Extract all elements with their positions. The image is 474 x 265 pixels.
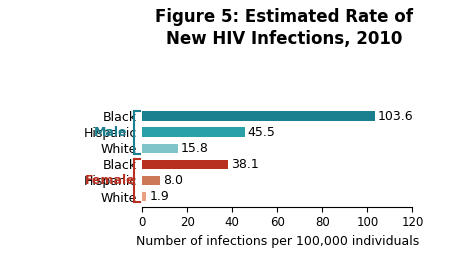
Bar <box>142 127 245 137</box>
Text: 8.0: 8.0 <box>163 174 183 187</box>
Bar <box>142 176 160 185</box>
Text: Female: Female <box>85 174 136 187</box>
Bar <box>142 160 228 169</box>
Text: Figure 5: Estimated Rate of
New HIV Infections, 2010: Figure 5: Estimated Rate of New HIV Infe… <box>155 8 413 48</box>
Bar <box>142 111 375 121</box>
Text: 45.5: 45.5 <box>247 126 275 139</box>
X-axis label: Number of infections per 100,000 individuals: Number of infections per 100,000 individ… <box>136 235 419 248</box>
Bar <box>142 144 178 153</box>
Bar <box>142 192 146 201</box>
Text: 38.1: 38.1 <box>231 158 258 171</box>
Text: 103.6: 103.6 <box>378 110 414 123</box>
Text: Male: Male <box>94 126 128 139</box>
Text: 15.8: 15.8 <box>181 142 209 155</box>
Text: 1.9: 1.9 <box>149 190 169 203</box>
